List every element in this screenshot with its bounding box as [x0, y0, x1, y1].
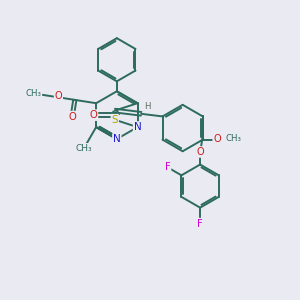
- Text: F: F: [197, 219, 203, 229]
- Text: O: O: [197, 147, 205, 157]
- Text: O: O: [68, 112, 76, 122]
- Text: N: N: [113, 134, 121, 144]
- Text: CH₃: CH₃: [76, 144, 92, 153]
- Text: S: S: [112, 115, 118, 125]
- Text: CH₃: CH₃: [226, 134, 242, 143]
- Text: O: O: [90, 110, 98, 120]
- Text: CH₃: CH₃: [26, 89, 41, 98]
- Text: N: N: [134, 122, 141, 132]
- Text: F: F: [165, 162, 170, 172]
- Text: O: O: [213, 134, 221, 144]
- Text: O: O: [55, 91, 62, 101]
- Text: H: H: [144, 102, 150, 111]
